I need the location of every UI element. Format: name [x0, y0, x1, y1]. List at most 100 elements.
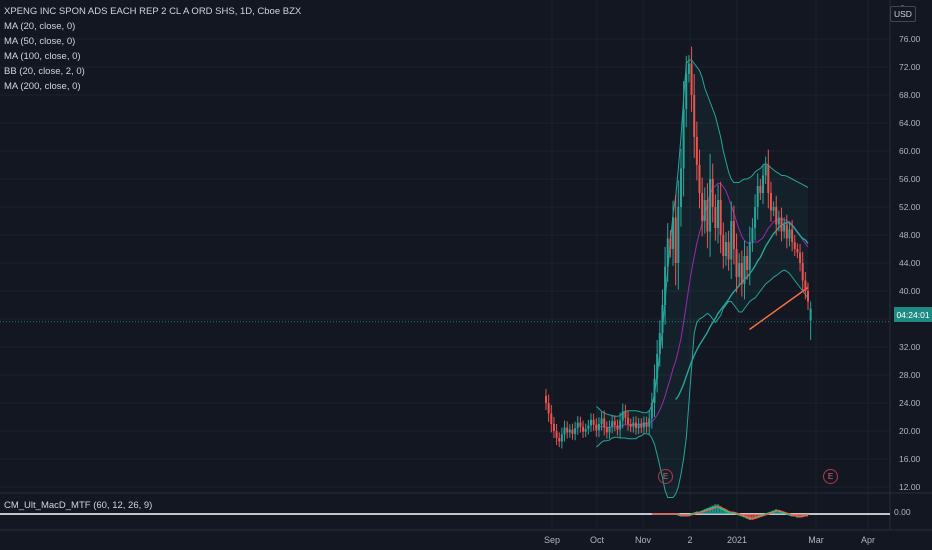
macd-histogram-bar	[777, 510, 781, 514]
candle-body	[560, 434, 563, 442]
candle-body	[661, 305, 664, 333]
legend-bb[interactable]: BB (20, close, 2, 0)	[4, 66, 85, 77]
y-tick-label: 60.00	[899, 146, 921, 156]
macd-signal-line	[651, 506, 808, 520]
candle-body	[740, 263, 743, 284]
candle-body	[703, 200, 706, 221]
candle-body	[653, 378, 656, 403]
candle-body	[719, 200, 722, 235]
candle-body	[714, 207, 717, 228]
y-tick-label: 64.00	[899, 118, 921, 128]
candle-body	[552, 424, 555, 431]
candle-body	[592, 419, 595, 425]
candle-body	[687, 63, 690, 74]
candle-body	[619, 420, 622, 430]
y-tick-label: 28.00	[899, 370, 921, 380]
candle-body	[738, 263, 741, 277]
macd-histogram-bar	[724, 510, 728, 514]
candle-body	[767, 165, 770, 193]
candle-body	[576, 422, 579, 429]
macd-histogram-bar	[716, 504, 720, 514]
indicator-legend: XPENG INC SPON ADS EACH REP 2 CL A ORD S…	[4, 4, 301, 94]
candle-body	[677, 207, 680, 263]
candle-body	[637, 424, 640, 429]
candle-body	[791, 229, 794, 242]
candle-body	[669, 238, 672, 249]
earnings-marker-2[interactable]: E	[823, 469, 838, 484]
y-tick-label: 76.00	[899, 34, 921, 44]
y-tick-label: 24.00	[899, 398, 921, 408]
candle-body	[679, 168, 682, 207]
candle-body	[724, 242, 727, 256]
legend-ma100[interactable]: MA (100, close, 0)	[4, 51, 81, 62]
candle-body	[693, 95, 696, 137]
candle-body	[656, 354, 659, 379]
candle-body	[634, 422, 637, 429]
candle-body	[574, 428, 577, 434]
macd-zero-label: 0.00	[894, 507, 911, 517]
y-tick-label: 12.00	[899, 482, 921, 492]
candle-body	[695, 137, 698, 165]
macd-legend[interactable]: CM_Ult_MacD_MTF (60, 12, 26, 9)	[4, 500, 153, 511]
candle-body	[804, 280, 807, 291]
macd-histogram-bar	[722, 508, 725, 514]
y-tick-label: 16.00	[899, 454, 921, 464]
candle-body	[613, 421, 616, 426]
x-tick-label: Apr	[861, 535, 875, 545]
candle-body	[785, 224, 788, 239]
candle-body	[772, 207, 775, 211]
candle-body	[754, 207, 757, 228]
currency-button[interactable]: USD	[890, 6, 916, 22]
candle-body	[780, 217, 783, 232]
symbol-title[interactable]: XPENG INC SPON ADS EACH REP 2 CL A ORD S…	[4, 6, 302, 17]
candle-body	[759, 186, 762, 193]
y-tick-label: 56.00	[899, 174, 921, 184]
earnings-marker-1[interactable]: E	[658, 469, 673, 484]
x-tick-label: Oct	[590, 535, 605, 545]
candle-body	[600, 418, 603, 424]
macd-histogram-bar	[753, 514, 757, 519]
candle-body	[796, 249, 799, 253]
candle-body	[685, 74, 688, 109]
candle-body	[589, 419, 592, 426]
candle-body	[701, 193, 704, 221]
legend-ma50[interactable]: MA (50, close, 0)	[4, 36, 76, 47]
bb-upper-line	[595, 59, 809, 417]
candle-body	[748, 242, 751, 270]
candle-body	[664, 266, 667, 305]
legend-ma200[interactable]: MA (200, close, 0)	[4, 81, 81, 92]
legend-ma20[interactable]: MA (20, close, 0)	[4, 21, 76, 32]
macd-histogram-bar	[806, 514, 810, 516]
candle-body	[579, 422, 582, 427]
candle-body	[627, 417, 630, 424]
candle-body	[672, 217, 675, 249]
x-tick-label: Sep	[544, 535, 560, 545]
candle-body	[587, 425, 590, 429]
x-tick-label: 2021	[727, 535, 747, 545]
macd-histogram-bar	[711, 505, 714, 514]
candle-body	[666, 238, 669, 267]
macd-histogram-bar	[708, 506, 712, 514]
candle-body	[632, 422, 635, 427]
candle-body	[566, 427, 569, 433]
candle-body	[547, 403, 550, 414]
candle-body	[642, 422, 645, 428]
candle-body	[658, 333, 661, 354]
y-tick-label: 68.00	[899, 90, 921, 100]
y-tick-label: 20.00	[899, 426, 921, 436]
candle-body	[555, 431, 558, 438]
candle-body	[756, 186, 759, 207]
candle-body	[788, 229, 791, 239]
candle-body	[722, 235, 725, 256]
y-tick-label: 72.00	[899, 62, 921, 72]
candle-body	[807, 291, 809, 302]
candle-body	[682, 109, 685, 169]
candle-body	[624, 411, 627, 418]
candle-body	[563, 427, 566, 435]
candle-body	[597, 424, 600, 431]
candle-body	[762, 175, 765, 193]
x-tick-label: Nov	[635, 535, 652, 545]
bb-lower-line	[595, 269, 809, 498]
